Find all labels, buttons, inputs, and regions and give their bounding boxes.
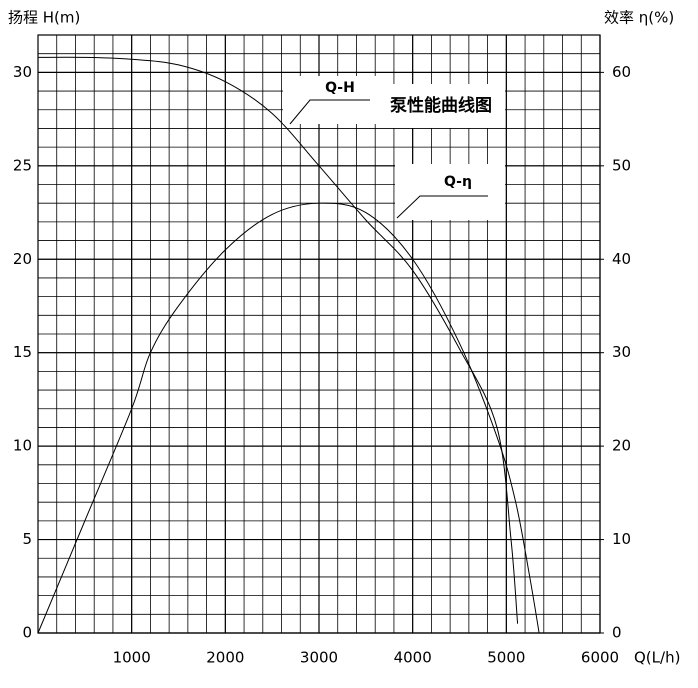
curve <box>37 56 519 624</box>
curve-label: Q-H <box>325 80 355 96</box>
chart-title: 泵性能曲线图 <box>390 95 492 116</box>
leader-line <box>289 99 370 125</box>
y2-tick-label: 50 <box>612 156 631 174</box>
y2-tick-label: 60 <box>612 63 631 81</box>
leader-line <box>396 195 488 219</box>
y-tick-label: 25 <box>13 156 32 174</box>
y-tick-label: 20 <box>13 250 32 268</box>
label-box <box>395 164 505 220</box>
y2-tick-label: 10 <box>612 530 631 548</box>
y2-tick-label: 0 <box>612 624 622 642</box>
y-axis-label: 扬程 H(m) <box>8 9 80 27</box>
x-tick-label: 1000 <box>113 649 151 667</box>
y-tick-label: 30 <box>13 63 32 81</box>
y-tick-label: 0 <box>22 624 32 642</box>
title-box <box>377 84 505 128</box>
annotations: Q-H 泵性能曲线图 Q-η <box>283 76 505 220</box>
x-tick-label: 2000 <box>206 649 244 667</box>
x-axis-label: Q(L/h) <box>634 649 680 667</box>
curves <box>37 56 540 634</box>
curve <box>37 202 540 634</box>
y-tick-label: 15 <box>13 343 32 361</box>
x-tick-label: 4000 <box>394 649 432 667</box>
y2-tick-label: 40 <box>612 250 631 268</box>
x-tick-label: 5000 <box>487 649 525 667</box>
y-tick-label: 10 <box>13 437 32 455</box>
y-tick-label: 5 <box>22 530 32 548</box>
x-tick-label: 3000 <box>300 649 338 667</box>
y2-tick-label: 20 <box>612 437 631 455</box>
y2-tick-label: 30 <box>612 343 631 361</box>
grid <box>37 34 604 634</box>
y2-axis-label: 效率 η(%) <box>604 9 674 27</box>
x-tick-label: 6000 <box>581 649 619 667</box>
curve-label: Q-η <box>444 174 472 190</box>
